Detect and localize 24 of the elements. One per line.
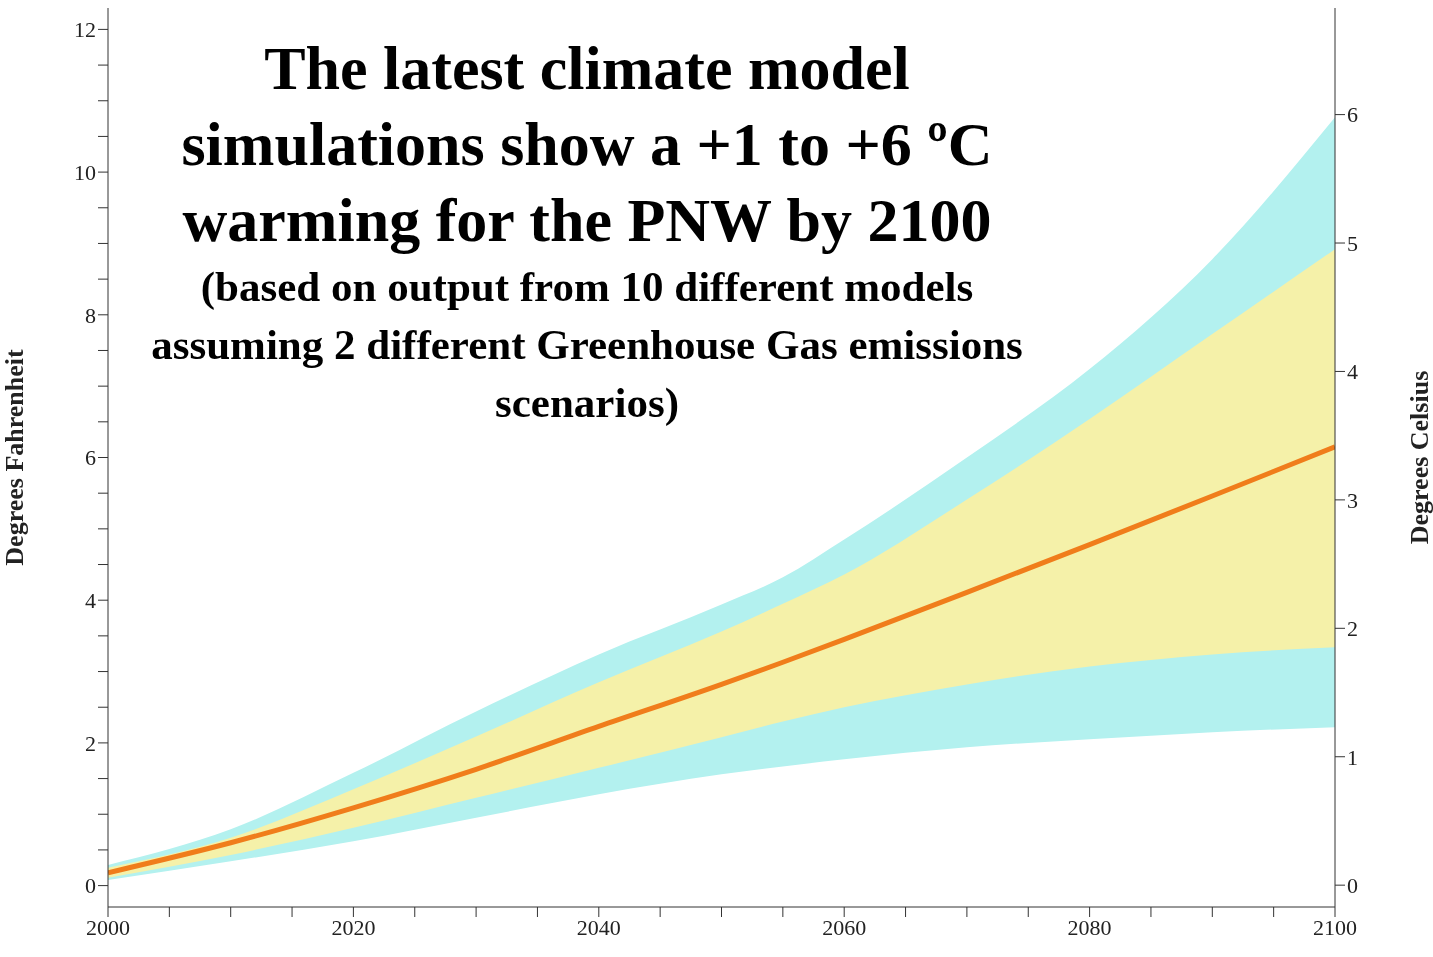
x-tick-label: 2060 bbox=[822, 914, 867, 940]
y2-axis-title: Degrees Celsius bbox=[1405, 370, 1433, 545]
x-tick-label: 2080 bbox=[1067, 914, 1112, 940]
y2-tick-label: 6 bbox=[1347, 102, 1358, 128]
y-axis-title: Degrees Fahrenheit bbox=[0, 348, 30, 566]
y2-tick-label: 3 bbox=[1347, 487, 1358, 513]
y-tick-label: 4 bbox=[85, 588, 96, 614]
y2-tick-label: 2 bbox=[1347, 616, 1358, 642]
y2-tick-label: 4 bbox=[1347, 359, 1358, 385]
y-tick-label: 0 bbox=[85, 873, 96, 899]
y2-tick-label: 0 bbox=[1347, 872, 1358, 898]
text: The latest climate model simulations show a +1 to +6 ºC warming for the PNW by 2100 bbox=[180, 33, 994, 256]
y-tick-label: 6 bbox=[85, 445, 96, 471]
x-tick-label: 2100 bbox=[1313, 914, 1357, 940]
y-tick-label: 2 bbox=[85, 730, 96, 756]
y-tick-label: 10 bbox=[74, 159, 96, 185]
text: (based on output from 10 different models assuming 2 different Greenhouse Gas emissions scenarios) bbox=[150, 262, 1024, 428]
y-tick-label: 12 bbox=[74, 17, 96, 43]
y2-tick-label: 1 bbox=[1347, 744, 1358, 770]
y-tick-label: 8 bbox=[85, 302, 96, 328]
x-tick-label: 2040 bbox=[576, 914, 621, 940]
x-tick-label: 2000 bbox=[86, 914, 130, 940]
y2-tick-label: 5 bbox=[1347, 230, 1358, 256]
x-tick-label: 2020 bbox=[331, 914, 376, 940]
